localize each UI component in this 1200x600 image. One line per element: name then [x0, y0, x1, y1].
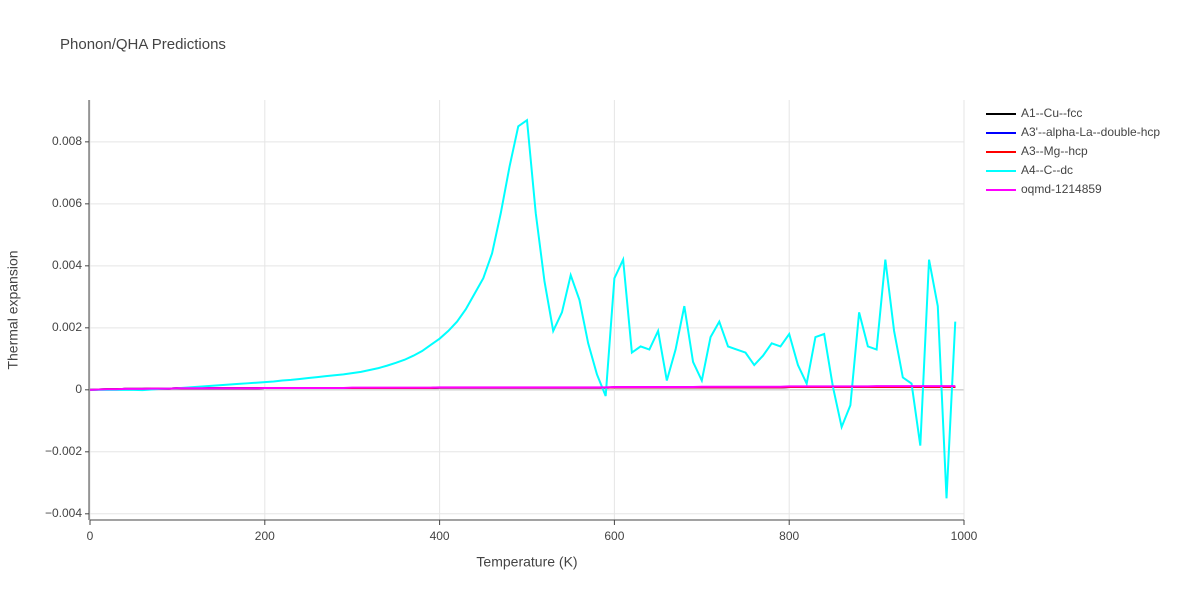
y-tick-label: 0.002: [52, 320, 82, 334]
y-tick-label: 0.004: [52, 258, 82, 272]
chart-title: Phonon/QHA Predictions: [60, 36, 226, 53]
x-tick-label: 800: [779, 529, 799, 543]
y-tick-label: 0.008: [52, 134, 82, 148]
y-tick-label: 0.006: [52, 196, 82, 210]
x-tick-label: 1000: [951, 529, 978, 543]
x-tick-label: 200: [255, 529, 275, 543]
legend-label: A3--Mg--hcp: [1021, 144, 1088, 158]
legend-label: A3'--alpha-La--double-hcp: [1021, 125, 1160, 139]
y-tick-label: −0.004: [45, 506, 82, 520]
x-tick-label: 0: [87, 529, 94, 543]
y-axis-title: Thermal expansion: [5, 250, 21, 369]
y-tick-label: 0: [75, 382, 82, 396]
series-line: [90, 118, 957, 499]
x-tick-label: 400: [430, 529, 450, 543]
series-line: [89, 385, 956, 391]
x-axis-title: Temperature (K): [476, 554, 577, 570]
legend-label: A4--C--dc: [1021, 163, 1073, 177]
legend-label: oqmd-1214859: [1021, 182, 1102, 196]
legend-label: A1--Cu--fcc: [1021, 106, 1082, 120]
y-tick-label: −0.002: [45, 444, 82, 458]
x-tick-label: 600: [604, 529, 624, 543]
